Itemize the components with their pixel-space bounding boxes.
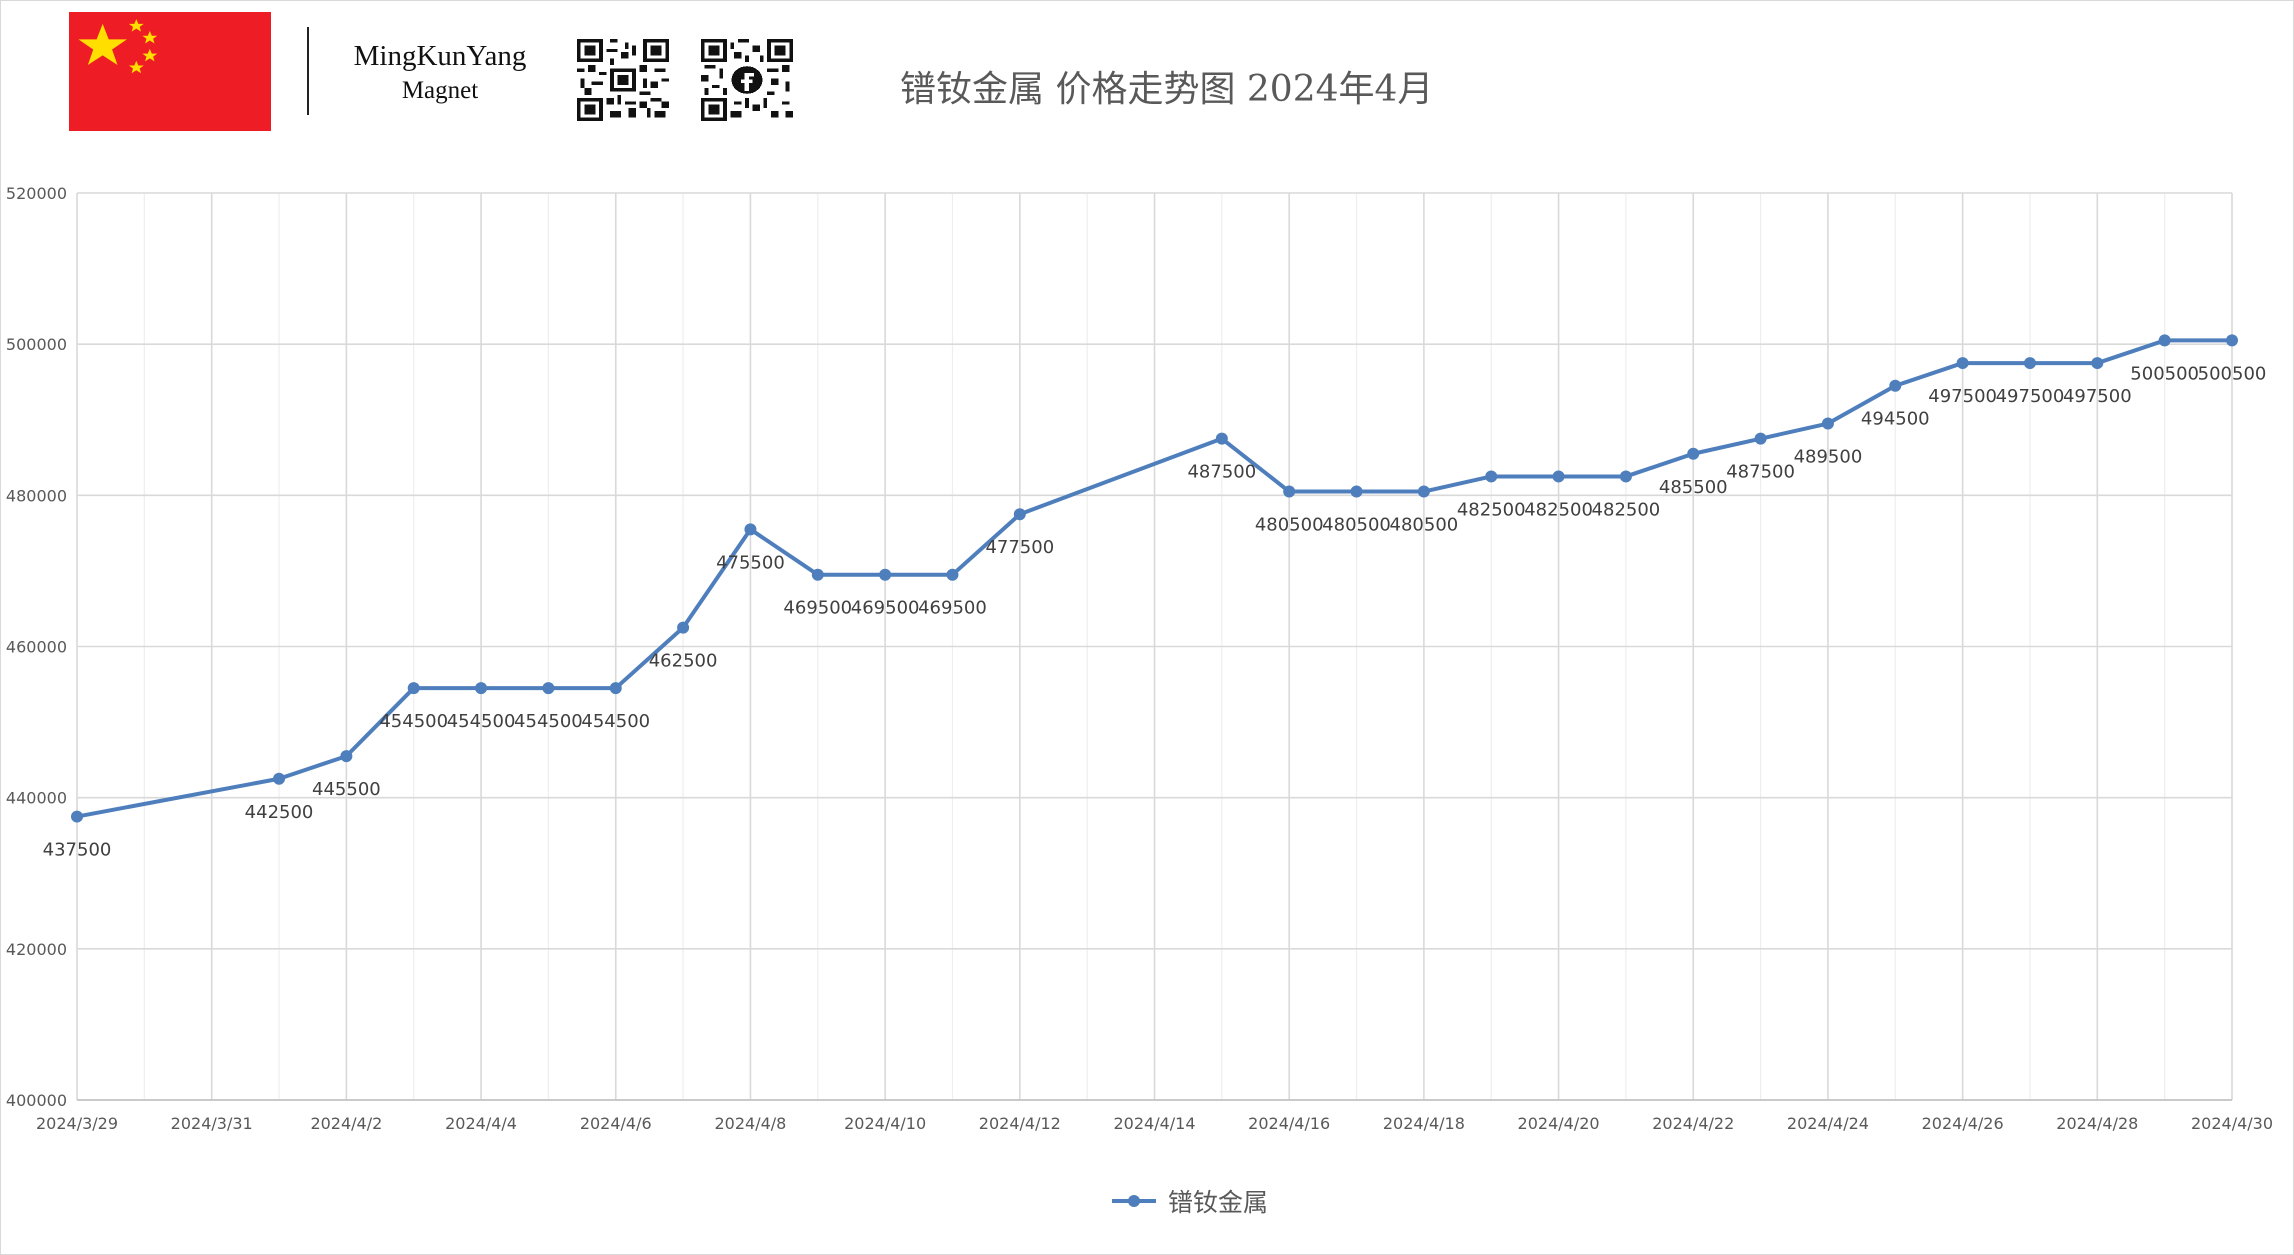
data-point <box>71 810 83 823</box>
legend: 镨钕金属 <box>1110 1186 1269 1217</box>
data-label: 482500 <box>1524 499 1593 520</box>
data-label: 454500 <box>379 711 448 732</box>
x-tick-label: 2024/4/26 <box>1922 1114 2004 1133</box>
x-tick-label: 2024/3/29 <box>36 1114 118 1133</box>
x-tick-label: 2024/4/14 <box>1113 1114 1195 1133</box>
legend-marker <box>1112 1195 1156 1207</box>
y-tick-label: 480000 <box>6 486 67 505</box>
data-label: 480500 <box>1255 515 1324 536</box>
legend-label: 镨钕金属 <box>1168 1188 1269 1217</box>
x-tick-label: 2024/4/4 <box>445 1114 517 1133</box>
line-chart: 400000 420000 440000 460000 480000 500000 5200… <box>6 184 2273 1133</box>
data-point <box>542 682 555 695</box>
data-point <box>2226 334 2238 347</box>
data-point <box>1283 485 1296 498</box>
data-label: 489500 <box>1794 447 1863 468</box>
china-flag-icon <box>69 12 271 131</box>
x-tick-label: 2024/4/18 <box>1383 1114 1465 1133</box>
y-tick-label: 520000 <box>6 184 67 203</box>
data-point <box>609 682 622 695</box>
qr-code-facebook-icon <box>701 39 793 121</box>
data-point <box>744 523 757 536</box>
data-label: 497500 <box>2063 386 2132 407</box>
y-tick-label: 460000 <box>6 638 67 657</box>
data-point <box>1619 470 1632 483</box>
data-label: 454500 <box>514 711 583 732</box>
data-point <box>1350 485 1363 498</box>
data-point <box>1485 470 1498 483</box>
brand-logo: MingKunYang Magnet <box>330 38 550 108</box>
data-label: 469500 <box>918 598 987 619</box>
data-label: 480500 <box>1390 515 1459 536</box>
data-point <box>1013 508 1026 521</box>
data-point <box>1889 379 1902 392</box>
data-label: 475500 <box>716 552 785 573</box>
x-tick-label: 2024/4/12 <box>979 1114 1061 1133</box>
brand-name: MingKunYang <box>353 40 527 72</box>
data-point <box>1552 470 1565 483</box>
data-point <box>811 568 824 581</box>
data-label: 482500 <box>1457 499 1526 520</box>
qr-code-icon <box>577 39 669 121</box>
x-tick-label: 2024/4/6 <box>580 1114 652 1133</box>
data-point <box>1821 417 1834 430</box>
x-tick-label: 2024/4/24 <box>1787 1114 1869 1133</box>
data-label: 469500 <box>851 598 920 619</box>
data-label: 487500 <box>1726 462 1795 483</box>
data-label: 500500 <box>2198 363 2267 384</box>
x-tick-label: 2024/4/8 <box>715 1114 787 1133</box>
data-label: 469500 <box>783 598 852 619</box>
data-label: 445500 <box>312 779 381 800</box>
x-tick-label: 2024/4/30 <box>2191 1114 2273 1133</box>
x-tick-label: 2024/4/20 <box>1518 1114 1600 1133</box>
data-label: 454500 <box>581 711 650 732</box>
data-point <box>1215 432 1228 445</box>
y-tick-label: 500000 <box>6 335 67 354</box>
data-point <box>407 682 420 695</box>
data-label: 500500 <box>2130 363 2199 384</box>
series-layer <box>71 334 2238 823</box>
data-label: 487500 <box>1187 462 1256 483</box>
grid <box>76 192 2233 1101</box>
data-label: 462500 <box>649 651 718 672</box>
chart-title: 镨钕金属 价格走势图 2024年4月 <box>900 69 1434 110</box>
data-point <box>946 568 959 581</box>
data-label: 480500 <box>1322 515 1391 536</box>
y-tick-label: 420000 <box>6 940 67 959</box>
x-tick-label: 2024/4/16 <box>1248 1114 1330 1133</box>
data-label: 442500 <box>245 802 314 823</box>
data-label: 497500 <box>1996 386 2065 407</box>
x-tick-label: 2024/3/31 <box>171 1114 253 1133</box>
x-tick-label: 2024/4/28 <box>2056 1114 2138 1133</box>
data-point <box>1956 357 1969 370</box>
data-label: 494500 <box>1861 409 1930 430</box>
header: MingKunYang Magnet <box>0 0 2294 140</box>
data-label: 477500 <box>985 537 1054 558</box>
x-tick-label: 2024/4/22 <box>1652 1114 1734 1133</box>
data-point <box>273 772 286 785</box>
x-tick-label: 2024/4/10 <box>844 1114 926 1133</box>
data-point <box>2023 357 2036 370</box>
data-label: 437500 <box>43 840 112 861</box>
data-labels: 4375004425004455004545004545004545004545… <box>43 363 2267 860</box>
data-label: 454500 <box>447 711 516 732</box>
data-point <box>475 682 488 695</box>
data-label: 485500 <box>1659 477 1728 498</box>
data-point <box>1687 447 1700 460</box>
data-point <box>1754 432 1767 445</box>
data-point <box>879 568 892 581</box>
data-point <box>340 750 353 763</box>
data-point <box>1417 485 1430 498</box>
data-label: 482500 <box>1592 499 1661 520</box>
header-divider <box>307 27 309 115</box>
brand-subtitle: Magnet <box>401 77 479 104</box>
data-point <box>2091 357 2104 370</box>
data-label: 497500 <box>1928 386 1997 407</box>
data-point <box>2158 334 2171 347</box>
y-tick-label: 440000 <box>6 789 67 808</box>
data-point <box>677 621 690 634</box>
x-tick-label: 2024/4/2 <box>310 1114 382 1133</box>
axes: 400000 420000 440000 460000 480000 500000 5200… <box>6 184 2273 1133</box>
y-tick-label: 400000 <box>6 1091 67 1110</box>
